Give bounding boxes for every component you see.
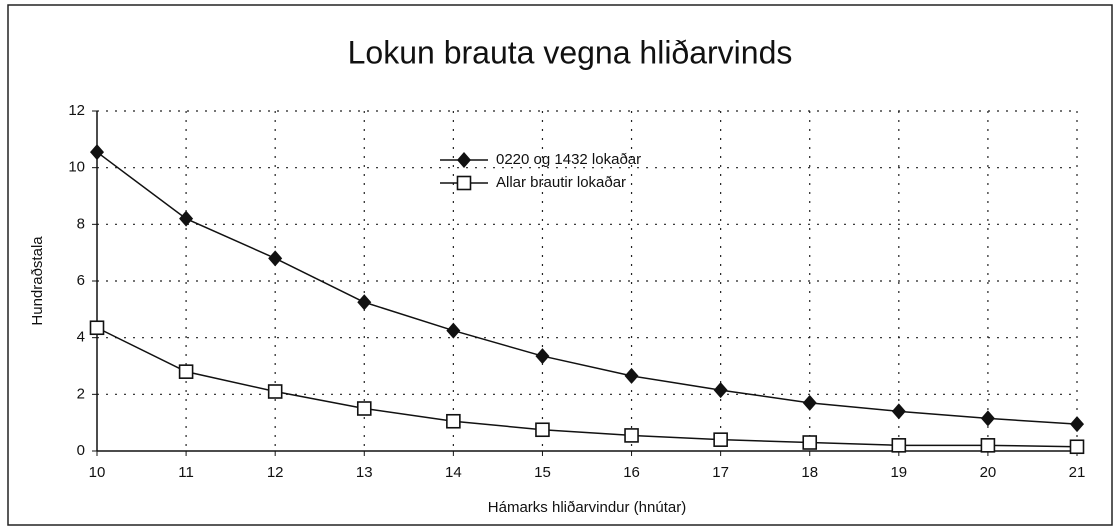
point (535, 422, 550, 438)
point (980, 410, 995, 427)
legend-label: 0220 og 1432 lokaðar (496, 151, 641, 168)
point (179, 210, 194, 227)
x-tick-label: 18 (801, 464, 818, 481)
point (357, 294, 372, 311)
point (980, 438, 996, 453)
x-tick-label: 14 (445, 464, 462, 481)
point (446, 413, 461, 429)
point (713, 432, 728, 447)
chart-border (7, 4, 1113, 526)
x-tick-label: 21 (1069, 464, 1086, 481)
y-axis-label: Hundraðstala (29, 236, 46, 326)
x-tick-label: 11 (178, 464, 194, 481)
x-tick-label: 15 (534, 464, 551, 481)
series-line (96, 327, 1078, 448)
x-tick-label: 12 (267, 464, 284, 481)
legend-marker (456, 175, 472, 191)
point (356, 401, 372, 416)
point (1069, 439, 1085, 455)
x-axis-label: Hámarks hliðarvindur (hnútar) (488, 499, 686, 516)
point (713, 382, 728, 399)
x-tick-label: 17 (712, 464, 729, 481)
legend-marker (457, 152, 471, 168)
x-tick-label: 20 (980, 464, 997, 481)
y-tick-label: 6 (77, 272, 85, 289)
x-tick-label: 10 (89, 464, 106, 481)
point (268, 250, 283, 267)
chart-title: Lokun brauta vegna hliðarvinds (348, 34, 793, 70)
y-tick-label: 10 (68, 159, 85, 176)
point (446, 322, 461, 339)
point (89, 320, 105, 336)
point (624, 367, 639, 384)
y-tick-label: 2 (77, 385, 85, 402)
series-line (96, 151, 1078, 425)
point (535, 348, 550, 365)
point (891, 403, 906, 420)
x-tick-label: 19 (890, 464, 907, 481)
point (802, 435, 818, 450)
point (891, 438, 907, 453)
legend-label: Allar brautir lokaðar (496, 174, 626, 191)
point (624, 428, 639, 443)
y-tick-label: 4 (77, 329, 85, 346)
point (802, 394, 817, 411)
point (267, 384, 283, 399)
x-tick-label: 13 (356, 464, 373, 481)
point (178, 364, 194, 379)
point (90, 144, 104, 161)
point (1070, 416, 1084, 433)
y-tick-label: 8 (77, 215, 85, 232)
y-tick-label: 12 (68, 102, 85, 119)
y-tick-label: 0 (77, 442, 85, 459)
x-tick-label: 16 (623, 464, 640, 481)
